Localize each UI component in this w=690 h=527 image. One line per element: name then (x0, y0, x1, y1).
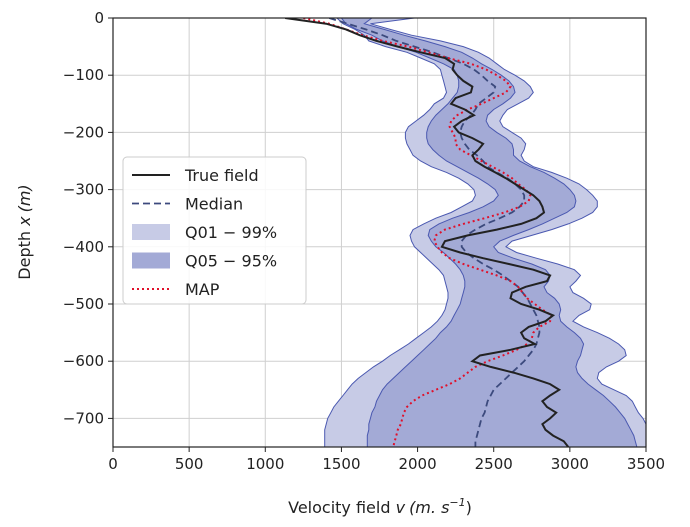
y-axis-ticks: 0 −100 −200 −300 −400 −500 −600 −700 (63, 9, 113, 427)
y-axis-label: Depth x(m) (15, 184, 34, 279)
y-tick-label: −300 (63, 181, 104, 199)
x-tick-label: 2000 (398, 455, 436, 473)
legend-swatch-q01-99 (132, 224, 170, 240)
y-tick-label: −500 (63, 295, 104, 313)
x-tick-label: 1500 (322, 455, 360, 473)
legend-label: Q05 − 95% (185, 252, 277, 271)
series-map-line (303, 18, 553, 447)
legend-label: Median (185, 195, 243, 214)
x-axis-label: Velocity field v (m. s−1) (288, 496, 472, 517)
x-tick-label: 3000 (551, 455, 589, 473)
x-tick-label: 0 (108, 455, 118, 473)
x-tick-label: 2500 (475, 455, 513, 473)
band-q05-95 (340, 18, 638, 447)
legend-label: Q01 − 99% (185, 223, 277, 242)
legend-swatch-q05-95 (132, 252, 170, 269)
y-tick-label: −200 (63, 123, 104, 141)
legend-label: True field (184, 166, 259, 185)
x-tick-label: 1000 (246, 455, 284, 473)
x-tick-label: 3500 (627, 455, 665, 473)
y-tick-label: −400 (63, 238, 104, 256)
series-median-line (328, 18, 541, 447)
series-lines (284, 18, 570, 447)
y-tick-label: −600 (63, 352, 104, 370)
legend-label: MAP (185, 280, 220, 299)
y-tick-label: −100 (63, 66, 104, 84)
x-axis-ticks: 0 500 1000 1500 2000 2500 3000 3500 (108, 447, 665, 473)
plot-frame (112, 17, 647, 448)
y-tick-label: 0 (94, 9, 104, 27)
series-true-field-line (284, 18, 570, 447)
y-tick-label: −700 (63, 409, 104, 427)
x-tick-label: 500 (175, 455, 204, 473)
legend: True field Median Q01 − 99% Q05 − 95% MAP (122, 156, 307, 305)
